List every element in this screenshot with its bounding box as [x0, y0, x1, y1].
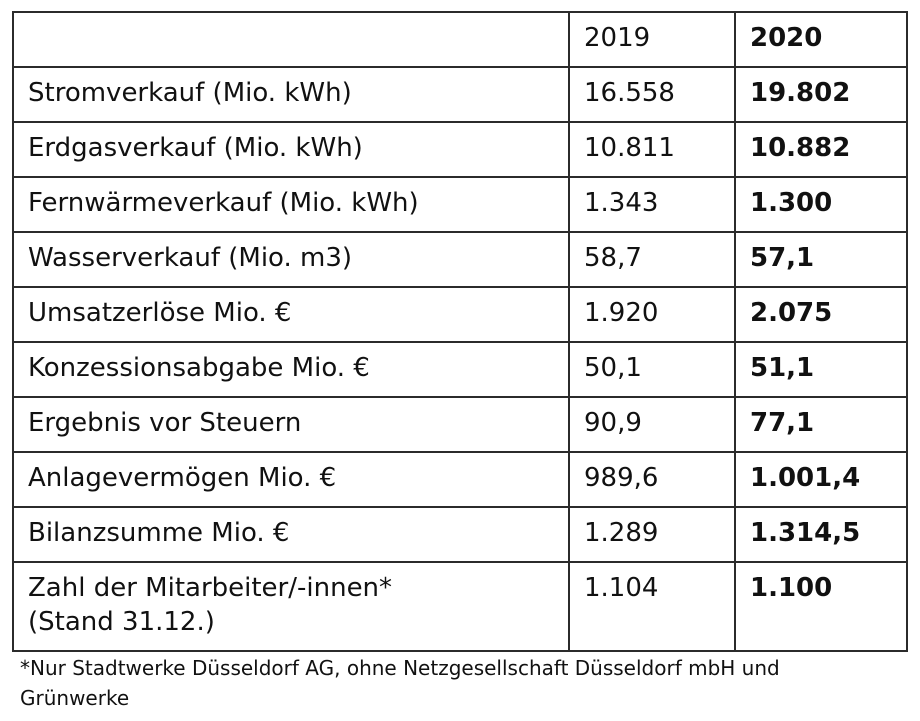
value-2019: 16.558 [568, 66, 736, 123]
value-2019: 989,6 [568, 451, 736, 508]
footnote-line1: *Nur Stadtwerke Düsseldorf AG, ohne Netz… [20, 656, 780, 680]
value-2020: 1.100 [734, 561, 908, 652]
value-2020: 1.001,4 [734, 451, 908, 508]
table-row: Stromverkauf (Mio. kWh) 16.558 19.802 [12, 66, 908, 123]
table-row: Wasserverkauf (Mio. m3) 58,7 57,1 [12, 231, 908, 288]
row-label: Wasserverkauf (Mio. m3) [12, 231, 570, 288]
value-2020: 1.314,5 [734, 506, 908, 563]
value-2019: 50,1 [568, 341, 736, 398]
table-row: Anlagevermögen Mio. € 989,6 1.001,4 [12, 451, 908, 508]
table-row: Bilanzsumme Mio. € 1.289 1.314,5 [12, 506, 908, 563]
value-2020: 19.802 [734, 66, 908, 123]
header-2020-cell: 2020 [734, 11, 908, 68]
row-label: Konzessionsabgabe Mio. € [12, 341, 570, 398]
row-label: Zahl der Mitarbeiter/-innen* (Stand 31.1… [12, 561, 570, 652]
table-row: Zahl der Mitarbeiter/-innen* (Stand 31.1… [12, 561, 908, 652]
row-label-line1: Zahl der Mitarbeiter/-innen* [28, 573, 393, 603]
row-label: Bilanzsumme Mio. € [12, 506, 570, 563]
row-label: Ergebnis vor Steuern [12, 396, 570, 453]
value-2019: 10.811 [568, 121, 736, 178]
value-2020: 51,1 [734, 341, 908, 398]
value-2019: 58,7 [568, 231, 736, 288]
value-2019: 1.289 [568, 506, 736, 563]
key-figures-table: 2019 2020 Stromverkauf (Mio. kWh) 16.558… [12, 11, 908, 652]
table-row: Erdgasverkauf (Mio. kWh) 10.811 10.882 [12, 121, 908, 178]
row-label: Umsatzerlöse Mio. € [12, 286, 570, 343]
value-2019: 1.343 [568, 176, 736, 233]
value-2020: 2.075 [734, 286, 908, 343]
table-header-row: 2019 2020 [12, 11, 908, 68]
value-2020: 77,1 [734, 396, 908, 453]
value-2020: 10.882 [734, 121, 908, 178]
value-2019: 1.104 [568, 561, 736, 652]
value-2019: 1.920 [568, 286, 736, 343]
header-2019-cell: 2019 [568, 11, 736, 68]
footnote: *Nur Stadtwerke Düsseldorf AG, ohne Netz… [20, 653, 880, 713]
row-label: Anlagevermögen Mio. € [12, 451, 570, 508]
header-label-cell [12, 11, 570, 68]
table-row: Fernwärmeverkauf (Mio. kWh) 1.343 1.300 [12, 176, 908, 233]
table-row: Ergebnis vor Steuern 90,9 77,1 [12, 396, 908, 453]
row-label: Fernwärmeverkauf (Mio. kWh) [12, 176, 570, 233]
row-label-line2: (Stand 31.12.) [28, 607, 215, 637]
value-2020: 57,1 [734, 231, 908, 288]
table-row: Konzessionsabgabe Mio. € 50,1 51,1 [12, 341, 908, 398]
row-label: Erdgasverkauf (Mio. kWh) [12, 121, 570, 178]
row-label: Stromverkauf (Mio. kWh) [12, 66, 570, 123]
value-2019: 90,9 [568, 396, 736, 453]
table-row: Umsatzerlöse Mio. € 1.920 2.075 [12, 286, 908, 343]
footnote-line2: Grünwerke [20, 686, 130, 710]
value-2020: 1.300 [734, 176, 908, 233]
